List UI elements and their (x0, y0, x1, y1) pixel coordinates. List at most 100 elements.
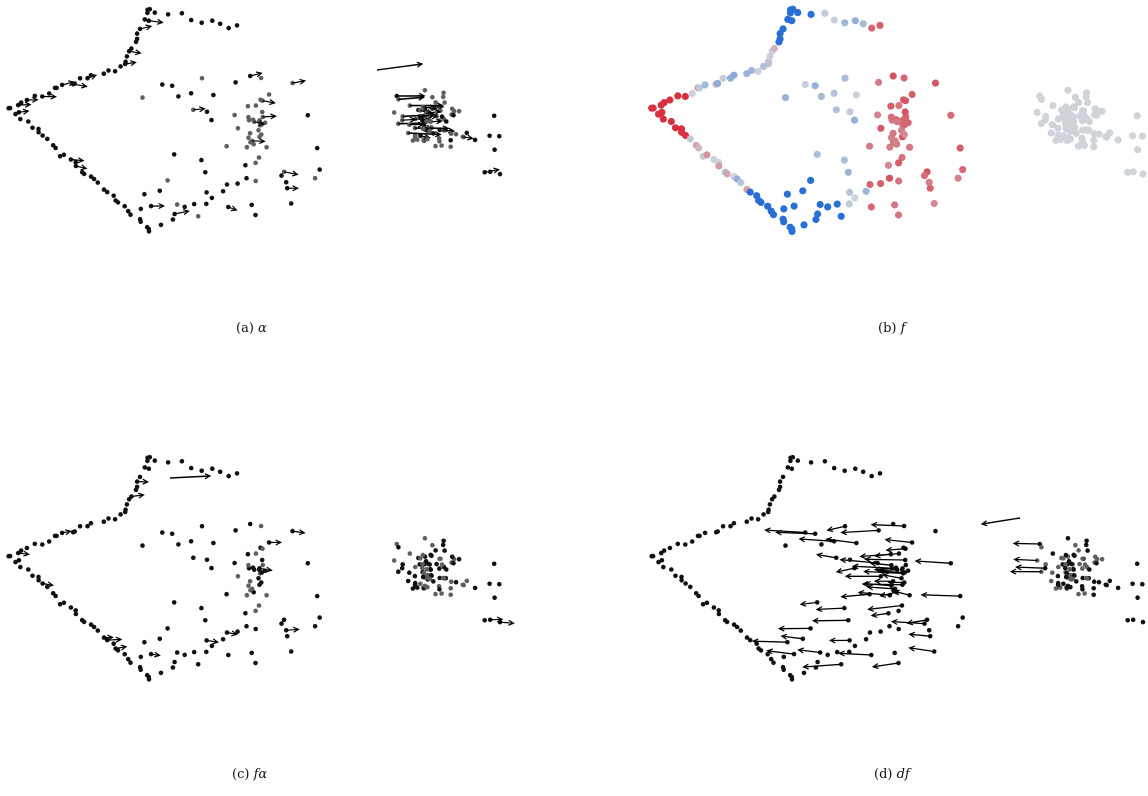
point (115, 200, 121, 205)
point (165, 626, 170, 631)
point (129, 494, 134, 499)
point (234, 471, 240, 476)
point (1033, 108, 1041, 117)
vector-arrow-head (23, 550, 31, 557)
point (1068, 584, 1073, 590)
point (716, 611, 722, 617)
vector-arrow-head (431, 105, 438, 112)
point (765, 651, 770, 657)
point (427, 128, 433, 134)
point (456, 108, 462, 114)
point (165, 178, 170, 183)
point (761, 512, 766, 517)
point (142, 465, 148, 470)
point (1064, 86, 1072, 94)
vector-arrow (765, 529, 806, 534)
vector-arrow (800, 601, 818, 606)
point (259, 109, 265, 115)
point (492, 595, 497, 600)
panel-a (5, 0, 505, 250)
vector-arrow-head (230, 205, 238, 212)
vector-arrow-head (434, 109, 442, 116)
point (1138, 132, 1146, 140)
point (220, 637, 226, 642)
point (444, 119, 449, 124)
point (1071, 566, 1076, 572)
vector-arrow-head (130, 60, 137, 67)
point (259, 557, 265, 563)
vector-arrow-head (857, 589, 865, 596)
point (430, 542, 435, 548)
point (491, 561, 497, 567)
point (889, 72, 897, 80)
point (68, 605, 74, 610)
vector-arrow-head (120, 644, 128, 651)
point (146, 226, 152, 232)
point (491, 113, 497, 119)
point (224, 143, 229, 149)
point (32, 93, 38, 99)
point (850, 116, 859, 124)
point (1056, 564, 1061, 570)
point (770, 44, 778, 53)
point (13, 111, 18, 117)
point (260, 562, 266, 568)
point (244, 592, 250, 598)
point (783, 190, 791, 198)
point (176, 542, 181, 547)
point (288, 201, 294, 206)
point (412, 582, 418, 588)
point (1081, 113, 1089, 121)
point (1098, 107, 1106, 115)
point (157, 636, 163, 642)
point (837, 212, 845, 220)
point (788, 225, 796, 233)
point (959, 166, 967, 174)
point (288, 649, 294, 654)
vector-arrow (151, 653, 160, 656)
point (1083, 575, 1089, 581)
point (813, 150, 821, 158)
point (129, 46, 134, 51)
vector-arrow-head (1013, 556, 1020, 563)
vector-arrow-head (212, 638, 220, 645)
point (649, 104, 657, 112)
point (449, 554, 455, 560)
point (451, 113, 456, 118)
point (431, 579, 436, 584)
point (892, 586, 898, 592)
point (852, 91, 860, 99)
point (787, 6, 795, 14)
point (854, 540, 859, 546)
point (1107, 578, 1113, 584)
point (715, 162, 723, 170)
panel-d (648, 448, 1148, 698)
point (429, 553, 434, 559)
point (210, 18, 215, 24)
point (1039, 569, 1044, 574)
point (122, 203, 127, 209)
point (262, 568, 268, 573)
point (169, 83, 175, 89)
point (815, 659, 820, 665)
vector-arrow (376, 63, 423, 71)
vector-arrow-head (914, 558, 922, 565)
point (1133, 112, 1141, 120)
point (152, 10, 158, 15)
point (781, 94, 790, 102)
point (460, 582, 466, 588)
vector-arrow-head (920, 591, 928, 599)
point (834, 649, 840, 655)
plot-f-alpha (6, 454, 515, 682)
vector-arrow (174, 210, 189, 215)
point (661, 548, 667, 553)
vector-arrow-head (797, 647, 805, 654)
point (1061, 112, 1070, 120)
point (249, 650, 254, 656)
point (137, 26, 143, 32)
point (182, 204, 187, 210)
point (418, 108, 423, 113)
vector-arrow-head (198, 106, 206, 113)
vector-arrow-head (437, 102, 444, 109)
vector-arrow-head (409, 116, 417, 123)
